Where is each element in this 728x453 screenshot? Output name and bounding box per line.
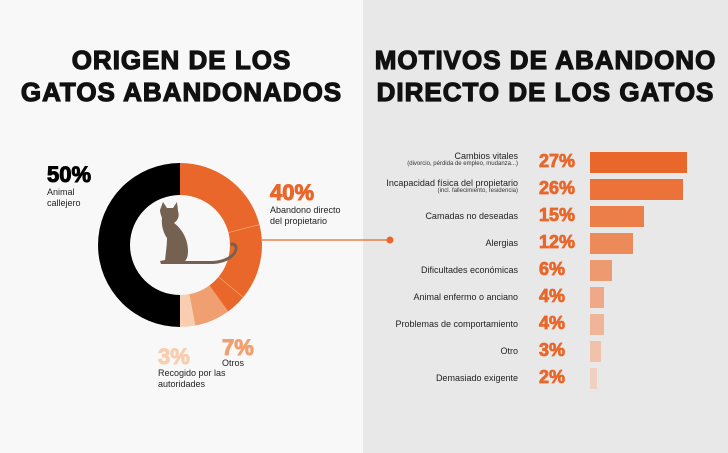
- bar-value-label: 27%: [539, 151, 576, 172]
- bar-value-label: 2%: [539, 367, 566, 388]
- bar-row: Alergias 12%: [363, 230, 728, 257]
- bar-label: Cambios vitales (divorcio, pérdida de emp…: [407, 151, 518, 167]
- bar-value-label: 15%: [539, 205, 576, 226]
- bar-row: Animal enfermo o anciano 4%: [363, 284, 728, 311]
- bar: [590, 179, 684, 200]
- bar: [590, 260, 612, 281]
- bar-label: Incapacidad física del propietario (incl.…: [386, 178, 518, 194]
- pct-recogido: 3%: [158, 344, 191, 369]
- donut-slice: [98, 163, 180, 327]
- bar: [590, 287, 605, 308]
- cat-icon: [160, 202, 238, 264]
- bar-row: Otro 3%: [363, 338, 728, 365]
- left-title-line: ORIGEN DE LOS: [71, 44, 292, 75]
- bar-label-text: Alergias: [485, 238, 518, 248]
- bar-value-label: 6%: [539, 259, 566, 280]
- label-recogido: Recogido por las autoridades: [158, 368, 226, 389]
- bar-row: Demasiado exigente 2%: [363, 365, 728, 392]
- bar-label-text: Animal enfermo o anciano: [413, 292, 518, 302]
- bar-label: Dificultades económicas: [421, 265, 518, 275]
- donut-slice: [180, 294, 196, 327]
- bar-label-text: Problemas de comportamiento: [395, 319, 518, 329]
- connector-dot: [386, 236, 394, 244]
- bar-label: Demasiado exigente: [436, 373, 518, 383]
- bar-label-text: Dificultades económicas: [420, 265, 518, 275]
- bar: [590, 233, 634, 254]
- pct-callejero: 50%: [46, 162, 92, 187]
- bar-label: Otro: [500, 346, 518, 356]
- bar-label: Camadas no deseadas: [425, 211, 518, 221]
- bar-row: Problemas de comportamiento 4%: [363, 311, 728, 338]
- left-panel: [0, 0, 363, 453]
- pct-abandono: 40%: [269, 180, 315, 205]
- label-callejero: Animal callejero: [47, 187, 81, 208]
- bar-sublabel: (incl. fallecimiento, residencia): [437, 188, 518, 194]
- bar-sublabel: (divorcio, pérdida de empleo, mudanza...…: [407, 161, 518, 167]
- bar-label-text: Camadas no deseadas: [425, 211, 518, 221]
- label-otros: Otros: [222, 358, 245, 368]
- slice-divider: [228, 224, 260, 233]
- donut-slice: [180, 163, 262, 312]
- label-abandono: Abandono directo del propietario: [270, 205, 341, 226]
- right-title-line: DIRECTO DE LOS GATOS: [376, 76, 715, 107]
- bar: [590, 206, 644, 227]
- bar-value-label: 26%: [539, 178, 576, 199]
- donut-slice: [189, 285, 229, 326]
- bar-row: Camadas no deseadas 15%: [363, 203, 728, 230]
- bar-label-text: Otro: [500, 346, 518, 356]
- bar-value-label: 4%: [539, 313, 566, 334]
- bar-label: Problemas de comportamiento: [395, 319, 518, 329]
- bar-row: Incapacidad física del propietario (incl.…: [363, 176, 728, 203]
- bar-label-text: Incapacidad física del propietario: [386, 178, 518, 188]
- right-title-line: MOTIVOS DE ABANDONO: [374, 44, 717, 75]
- bar: [590, 368, 598, 389]
- bar-label-text: Demasiado exigente: [435, 373, 518, 383]
- right-panel: [363, 0, 728, 453]
- left-title: ORIGEN DE LOS GATOS ABANDONADOS: [0, 44, 363, 108]
- bar-label: Animal enfermo o anciano: [413, 292, 518, 302]
- bar-label-text: Cambios vitales: [454, 151, 518, 161]
- bar-row: Cambios vitales (divorcio, pérdida de emp…: [363, 149, 728, 176]
- bar-value-label: 12%: [539, 232, 576, 253]
- bar-label: Alergias: [485, 238, 518, 248]
- bar-value-label: 3%: [539, 340, 566, 361]
- left-title-line: GATOS ABANDONADOS: [20, 76, 343, 107]
- slice-divider: [218, 276, 244, 298]
- bar: [590, 152, 687, 173]
- bar: [590, 341, 601, 362]
- pct-otros: 7%: [222, 335, 255, 360]
- bar: [590, 314, 605, 335]
- bar-row: Dificultades económicas 6%: [363, 257, 728, 284]
- bar-value-label: 4%: [539, 286, 566, 307]
- right-title: MOTIVOS DE ABANDONO DIRECTO DE LOS GATOS: [363, 44, 728, 108]
